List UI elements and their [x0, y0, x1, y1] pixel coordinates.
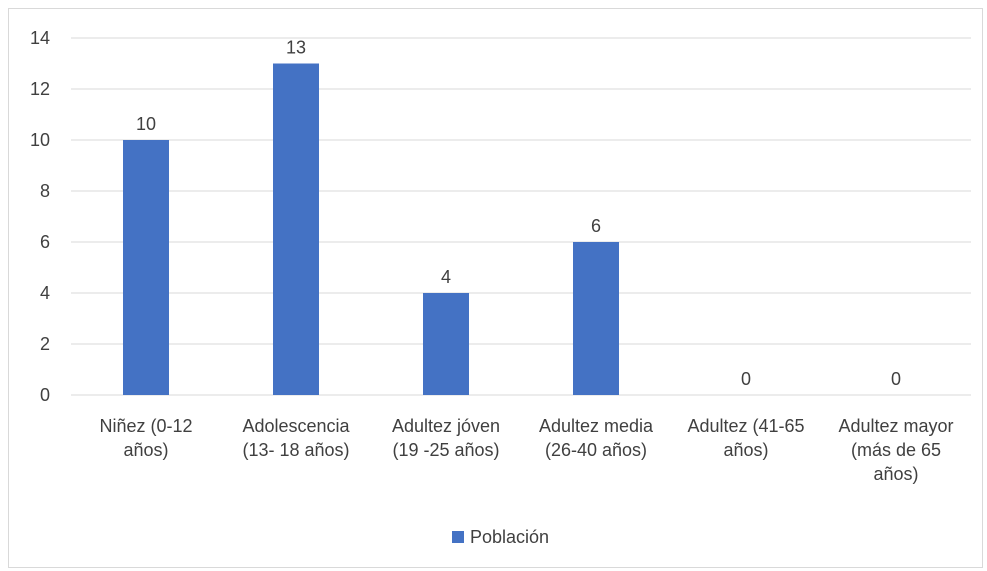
- data-label: 0: [891, 369, 901, 389]
- x-axis-category-labels: Niñez (0-12 años) Adolescencia (13- 18 años…: [99, 416, 953, 484]
- y-tick-label: 2: [40, 334, 50, 354]
- category-label: Adultez media (26-40 años): [539, 416, 654, 460]
- data-label: 6: [591, 216, 601, 236]
- y-axis-tick-labels: 0 2 4 6 8 10 12 14: [30, 28, 50, 405]
- data-label: 0: [741, 369, 751, 389]
- y-tick-label: 14: [30, 28, 50, 48]
- y-tick-label: 0: [40, 385, 50, 405]
- category-label: Niñez (0-12 años): [99, 416, 192, 460]
- bars: [123, 63, 619, 395]
- bar: [423, 293, 469, 395]
- y-tick-label: 12: [30, 79, 50, 99]
- y-tick-label: 10: [30, 130, 50, 150]
- data-labels: 10 13 4 6 0 0: [136, 38, 901, 390]
- category-label: Adultez jóven (19 -25 años): [392, 416, 500, 460]
- chart-container: [8, 8, 983, 568]
- data-label: 4: [441, 267, 451, 287]
- legend-label: Población: [470, 526, 550, 547]
- legend: Población: [452, 526, 549, 548]
- bar: [273, 63, 319, 395]
- category-label: Adolescencia (13- 18 años): [242, 416, 350, 460]
- category-label: Adultez (41-65 años): [687, 416, 804, 460]
- y-tick-label: 8: [40, 181, 50, 201]
- legend-swatch: [452, 531, 464, 543]
- category-label: Adultez mayor (más de 65 años): [838, 416, 953, 484]
- data-label: 13: [286, 38, 306, 58]
- y-tick-label: 6: [40, 232, 50, 252]
- data-label: 10: [136, 114, 156, 134]
- bar: [123, 140, 169, 395]
- y-tick-label: 4: [40, 283, 50, 303]
- gridlines: [71, 37, 971, 396]
- bar: [573, 242, 619, 395]
